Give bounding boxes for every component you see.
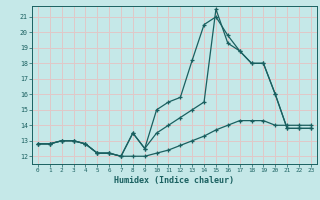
X-axis label: Humidex (Indice chaleur): Humidex (Indice chaleur) (115, 176, 234, 185)
